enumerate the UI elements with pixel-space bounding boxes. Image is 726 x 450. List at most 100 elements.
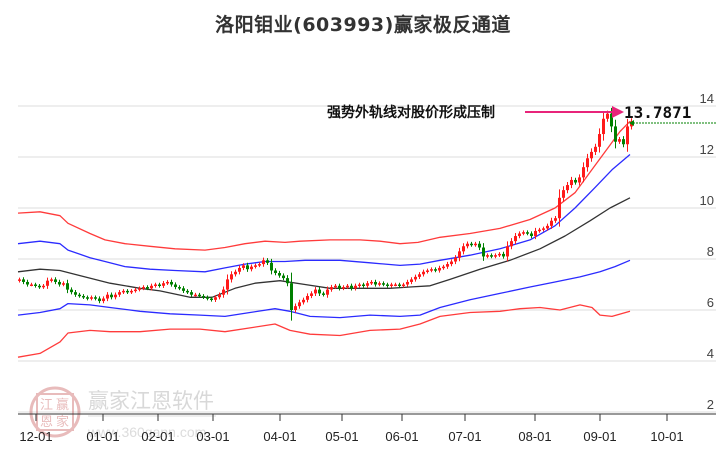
candle (534, 230, 537, 237)
y-tick-label: 2 (707, 397, 714, 412)
watermark-seal-icon: 江 赢 恩 家 (29, 386, 81, 438)
candle (478, 243, 481, 248)
grid-lines (18, 105, 716, 413)
candle (234, 271, 237, 275)
candle (498, 253, 501, 256)
candle (578, 177, 581, 183)
candle (422, 271, 425, 275)
candle (230, 274, 233, 280)
candle (486, 255, 489, 257)
candle (406, 281, 409, 285)
candle (210, 298, 213, 301)
candle (310, 293, 313, 296)
svg-text:恩: 恩 (40, 415, 53, 430)
chart-title: 洛阳钼业(603993)赢家极反通道 (215, 14, 511, 36)
y-tick-label: 4 (707, 346, 714, 361)
x-tick-label: 05-01 (325, 429, 358, 444)
candle (174, 284, 177, 288)
candle (334, 285, 337, 288)
candle (330, 287, 333, 290)
candle (542, 228, 545, 230)
candle (322, 293, 325, 295)
candle (98, 298, 101, 302)
candle (42, 285, 45, 288)
candle (510, 241, 513, 247)
x-tick-label: 01-01 (86, 429, 119, 444)
candle (290, 283, 293, 310)
candle (598, 134, 601, 147)
candle (62, 283, 65, 285)
candle (266, 260, 269, 263)
svg-text:赢: 赢 (56, 397, 69, 413)
candle (214, 297, 217, 300)
candle (226, 279, 229, 290)
candle (402, 284, 405, 286)
candle (270, 262, 273, 271)
candle (570, 179, 573, 186)
candle (146, 287, 149, 289)
candle (482, 247, 485, 257)
candle (202, 295, 205, 298)
candle (274, 270, 277, 274)
candle (414, 276, 417, 280)
candle (410, 279, 413, 282)
candle (190, 292, 193, 295)
upper-inner-band (17, 154, 631, 273)
candle (594, 146, 597, 152)
candle (282, 275, 285, 279)
candle (250, 266, 253, 270)
candle (374, 281, 377, 285)
candle (238, 267, 241, 272)
annotation: 强势外轨线对股价形成压制 13.7871 (327, 103, 716, 126)
candle (622, 139, 625, 145)
candle (438, 267, 441, 271)
x-tick-label: 12-01 (19, 429, 52, 444)
candle (54, 279, 57, 282)
candle (178, 287, 181, 289)
candle (218, 294, 221, 298)
svg-text:家: 家 (56, 414, 69, 430)
candle (362, 284, 365, 286)
candle (110, 294, 113, 298)
y-tick-label: 6 (707, 295, 714, 310)
candle (246, 265, 249, 270)
candle (494, 255, 497, 257)
candle (350, 285, 353, 289)
candle (46, 280, 49, 286)
candle (130, 290, 133, 293)
candle (506, 246, 509, 257)
y-tick-label: 12 (700, 142, 714, 157)
x-tick-label: 06-01 (385, 429, 418, 444)
candle (258, 264, 261, 266)
candle (354, 285, 357, 289)
candle (378, 283, 381, 285)
candle (626, 126, 629, 145)
candle (602, 118, 605, 135)
candle (206, 297, 209, 299)
x-tick-label: 07-01 (448, 429, 481, 444)
candle (474, 243, 477, 246)
candle (386, 284, 389, 286)
candle (38, 285, 41, 288)
candle (606, 113, 609, 119)
candle (222, 289, 225, 295)
candle (618, 139, 621, 142)
candle (338, 285, 341, 289)
candle (614, 126, 617, 142)
candle (198, 294, 201, 297)
candle (342, 287, 345, 289)
candle (370, 281, 373, 284)
candle (302, 299, 305, 303)
candle (90, 297, 93, 299)
candle (142, 287, 145, 289)
x-tick-label: 08-01 (518, 429, 551, 444)
candle (50, 279, 53, 281)
candle (558, 197, 561, 219)
candle (182, 288, 185, 291)
candle (66, 283, 69, 290)
candle (554, 218, 557, 221)
candle (430, 269, 433, 271)
candle (550, 220, 553, 226)
x-tick-label: 03-01 (196, 429, 229, 444)
last-price-marker-icon (629, 120, 634, 126)
